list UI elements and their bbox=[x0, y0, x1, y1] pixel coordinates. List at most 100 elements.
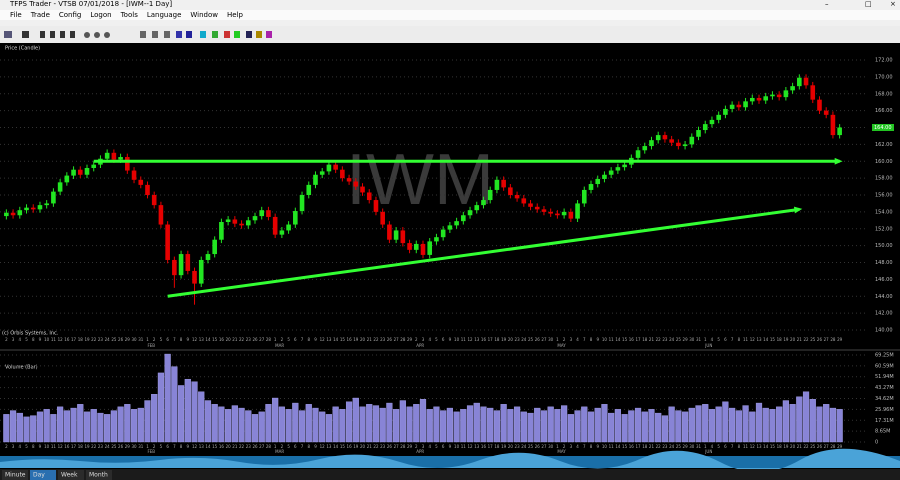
x-tick-label: 13 bbox=[199, 444, 205, 449]
x-tick-label: 4 bbox=[19, 444, 22, 449]
volume-bar bbox=[762, 407, 769, 443]
x-tick-label: 3 bbox=[422, 337, 425, 342]
x-tick-label: 29 bbox=[683, 444, 689, 449]
menu-item[interactable]: Logon bbox=[90, 11, 111, 19]
volume-bar bbox=[419, 399, 427, 443]
menu-item[interactable]: Config bbox=[59, 11, 81, 19]
tool-icon[interactable] bbox=[50, 31, 55, 38]
x-tick-label: 30 bbox=[548, 444, 554, 449]
tool-icon[interactable] bbox=[212, 31, 218, 38]
x-tick-label: 25 bbox=[810, 337, 816, 342]
candle-body bbox=[548, 211, 553, 214]
x-tick-label: 5 bbox=[25, 337, 28, 342]
x-tick-label: 16 bbox=[347, 337, 353, 342]
x-tick-label: 4 bbox=[711, 337, 714, 342]
tool-icon[interactable] bbox=[176, 31, 182, 38]
close[interactable]: × bbox=[890, 0, 896, 8]
y-tick-label: 148.00 bbox=[875, 260, 893, 266]
tool-icon[interactable] bbox=[224, 31, 230, 38]
x-tick-label: 31 bbox=[138, 337, 144, 342]
candle-body bbox=[420, 243, 426, 255]
tool-icon[interactable] bbox=[266, 31, 272, 38]
tool-icon[interactable] bbox=[104, 32, 110, 38]
candle-body bbox=[756, 97, 762, 101]
menu-item[interactable]: Trade bbox=[30, 11, 50, 19]
maximize[interactable]: □ bbox=[865, 0, 872, 8]
candle-body bbox=[474, 205, 480, 211]
candle-body bbox=[279, 230, 285, 235]
volume-bar bbox=[601, 404, 608, 443]
candle-body bbox=[440, 229, 446, 238]
tool-icon[interactable] bbox=[22, 31, 29, 38]
menu-item[interactable]: File bbox=[10, 11, 22, 19]
tool-icon[interactable] bbox=[200, 31, 206, 38]
y-tick-label: 170.00 bbox=[875, 74, 893, 80]
volume-bar bbox=[500, 404, 507, 443]
x-tick-label: 2 bbox=[281, 444, 284, 449]
x-tick-label: 14 bbox=[615, 444, 621, 449]
tool-icon[interactable] bbox=[246, 31, 252, 38]
x-tick-label: 23 bbox=[662, 444, 668, 449]
tool-icon[interactable] bbox=[234, 31, 240, 38]
candle-body bbox=[245, 220, 251, 226]
x-tick-label: 9 bbox=[449, 337, 452, 342]
tool-icon[interactable] bbox=[4, 31, 12, 38]
volume-bar bbox=[527, 412, 534, 443]
tab[interactable] bbox=[86, 470, 112, 480]
candle-body bbox=[30, 207, 36, 210]
x-tick-label: 16 bbox=[629, 337, 635, 342]
tool-icon[interactable] bbox=[186, 31, 192, 38]
tool-icon[interactable] bbox=[94, 32, 100, 38]
x-tick-label: 15 bbox=[770, 337, 776, 342]
x-tick-label: 20 bbox=[790, 337, 796, 342]
scroller-wave bbox=[0, 448, 900, 473]
tab-label[interactable]: Day bbox=[33, 472, 45, 479]
tab-label[interactable]: Week bbox=[61, 472, 78, 479]
tool-icon[interactable] bbox=[40, 31, 45, 38]
menu-item[interactable]: Tools bbox=[120, 11, 139, 19]
volume-bar bbox=[211, 404, 218, 443]
menu-item[interactable]: Window bbox=[190, 11, 218, 19]
tool-icon[interactable] bbox=[140, 31, 146, 38]
minimize[interactable]: – bbox=[825, 0, 829, 8]
x-tick-label: 27 bbox=[541, 337, 547, 342]
x-tick-label: 14 bbox=[205, 444, 211, 449]
candle-body bbox=[447, 225, 453, 230]
x-tick-label: 12 bbox=[320, 337, 326, 342]
x-tick-label: 7 bbox=[583, 444, 586, 449]
candle-body bbox=[266, 210, 271, 217]
tool-icon[interactable] bbox=[60, 31, 65, 38]
volume-bar bbox=[292, 402, 299, 443]
x-tick-label: 22 bbox=[803, 337, 809, 342]
candle-body bbox=[736, 104, 742, 108]
candle-body bbox=[729, 104, 735, 109]
candle-body bbox=[494, 179, 500, 190]
volume-bar bbox=[722, 401, 729, 443]
x-tick-label: 22 bbox=[373, 337, 379, 342]
tab-label[interactable]: Minute bbox=[5, 472, 26, 479]
volume-bar bbox=[16, 412, 23, 443]
candle-body bbox=[380, 211, 385, 225]
tab[interactable] bbox=[30, 470, 56, 480]
volume-bar bbox=[809, 399, 816, 443]
volume-bar bbox=[30, 415, 37, 443]
menu-item[interactable]: Help bbox=[227, 11, 244, 19]
tool-icon[interactable] bbox=[256, 31, 262, 38]
tool-icon[interactable] bbox=[164, 31, 170, 38]
x-tick-label: 7 bbox=[731, 444, 734, 449]
tool-icon[interactable] bbox=[70, 31, 75, 38]
tool-icon[interactable] bbox=[84, 32, 90, 38]
x-tick-label: 6 bbox=[724, 337, 727, 342]
menu-bar bbox=[0, 10, 900, 20]
volume-bar bbox=[124, 404, 131, 443]
tab[interactable] bbox=[2, 470, 28, 480]
tab-label[interactable]: Month bbox=[89, 472, 108, 479]
menu-item[interactable]: Language bbox=[147, 11, 182, 19]
last-price-box bbox=[872, 124, 894, 131]
tool-icon[interactable] bbox=[152, 31, 158, 38]
candle-body bbox=[393, 230, 399, 240]
tab[interactable] bbox=[58, 470, 84, 480]
x-tick-label: 19 bbox=[783, 444, 789, 449]
candle-body bbox=[306, 184, 312, 195]
